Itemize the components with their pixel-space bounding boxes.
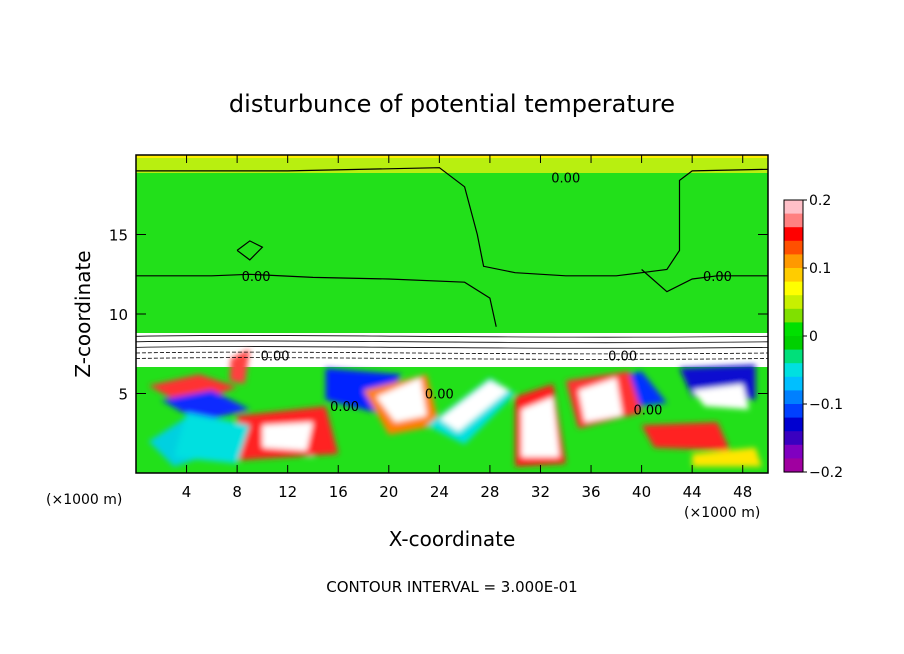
x-tick-label: 28: [480, 483, 499, 501]
colorbar-tick-label: 0: [809, 329, 818, 345]
x-tick-label: 36: [581, 483, 600, 501]
contour-label: 0.00: [633, 403, 662, 418]
field-blob: [692, 384, 749, 410]
colorbar-swatch: [784, 458, 803, 473]
colorbar-tick-label: 0.2: [809, 193, 831, 209]
contour-label: 0.00: [703, 270, 732, 285]
colorbar-swatch: [784, 417, 803, 432]
colorbar-swatch: [784, 281, 803, 296]
x-tick-label: 4: [182, 483, 192, 501]
colorbar-swatch: [784, 390, 803, 405]
field-blob: [262, 422, 313, 451]
inversion-contour: [136, 357, 768, 360]
colorbar-swatch: [784, 444, 803, 459]
field-blob: [578, 377, 623, 423]
x-tick-label: 44: [683, 483, 702, 501]
chart-title: disturbunce of potential temperature: [229, 90, 675, 118]
field-blob: [376, 377, 427, 423]
heatmap-field: 0.00 0.00 0.00 0.00 0.00 0.00 0.00 0.00: [136, 155, 768, 473]
colorbar-swatch: [784, 308, 803, 323]
colorbar-swatch: [784, 431, 803, 446]
contour-label: 0.00: [261, 349, 290, 364]
contour-label: 0.00: [551, 171, 580, 186]
field-blob: [439, 380, 509, 432]
inversion-contour: [136, 335, 768, 338]
colorbar-tick-label: −0.2: [809, 465, 843, 481]
colorbar-tick-label: 0.1: [809, 261, 831, 277]
z-unit-label: (×1000 m): [46, 492, 122, 508]
x-tick-label: 48: [733, 483, 752, 501]
colorbar-swatch: [784, 363, 803, 378]
top-strip-region: [136, 157, 768, 173]
field-blob: [641, 422, 731, 451]
x-tick-label: 24: [430, 483, 449, 501]
colorbar-swatch: [784, 227, 803, 242]
y-axis-label: Z-coordinate: [71, 250, 95, 377]
x-tick-label: 12: [278, 483, 297, 501]
colorbar-swatch: [784, 240, 803, 255]
field-blob: [161, 390, 250, 423]
x-tick-label: 40: [632, 483, 651, 501]
upper-layer-region: [136, 155, 768, 335]
field-blob: [521, 396, 560, 458]
colorbar-swatch: [784, 200, 803, 215]
field-blob: [148, 374, 238, 407]
colorbar-swatch: [784, 376, 803, 391]
colorbar-swatch: [784, 254, 803, 269]
colorbar-tick-label: −0.1: [809, 397, 843, 413]
y-tick-label: 15: [109, 227, 128, 245]
x-tick-label: 8: [232, 483, 242, 501]
field-blob: [173, 412, 250, 464]
contour-label: 0.00: [608, 349, 637, 364]
colorbar-swatch: [784, 404, 803, 419]
colorbar-swatch: [784, 322, 803, 337]
contour-label: 0.00: [425, 388, 454, 403]
zero-contour: [236, 240, 264, 261]
zero-contour: [641, 269, 768, 293]
x-tick-label: 16: [329, 483, 348, 501]
x-unit-label: (×1000 m): [684, 505, 760, 521]
colorbar-swatch: [784, 336, 803, 351]
inversion-contour: [136, 346, 768, 349]
colorbar-swatch: [784, 268, 803, 283]
contour-label: 0.00: [242, 270, 271, 285]
field-blob: [692, 447, 762, 467]
colorbar-swatch: [784, 295, 803, 310]
colorbar-swatch: [784, 213, 803, 228]
colorbar-swatch: [784, 349, 803, 364]
y-tick-label: 5: [118, 386, 128, 404]
x-tick-label: 32: [531, 483, 550, 501]
x-tick-label: 20: [379, 483, 398, 501]
zero-contour: [136, 167, 768, 277]
top-edge: [136, 155, 768, 158]
contour-label: 0.00: [330, 400, 359, 415]
inversion-contour: [136, 340, 768, 344]
contour-interval-text: CONTOUR INTERVAL = 3.000E-01: [326, 578, 577, 596]
y-tick-label: 10: [109, 306, 128, 324]
zero-contour: [136, 273, 497, 327]
x-axis-label: X-coordinate: [389, 527, 516, 551]
inversion-contour: [136, 351, 768, 355]
colorbar: 0.2 0.1 0 −0.1 −0.2: [783, 193, 843, 481]
